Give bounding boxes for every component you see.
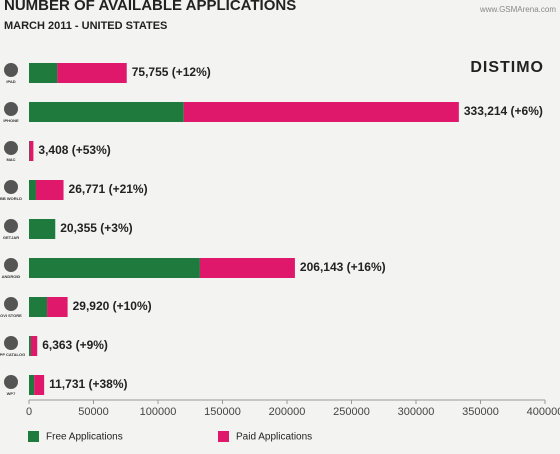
bar-segment	[29, 258, 200, 278]
category-label: WP7	[7, 391, 16, 396]
bar-segment	[199, 258, 295, 278]
x-tick-label: 300000	[398, 406, 435, 418]
bar-segment	[30, 336, 38, 356]
bar-segment	[29, 102, 184, 122]
bar-segment	[183, 102, 459, 122]
bar-segment	[29, 141, 30, 161]
bar-segment	[35, 180, 64, 200]
platform-icon	[4, 180, 18, 194]
category-label: GETJAR	[3, 235, 19, 240]
category-label: OVI STORE	[0, 313, 22, 318]
platform-icon	[4, 102, 18, 116]
bar-segment	[29, 297, 48, 317]
platform-icon	[4, 258, 18, 272]
category-label: ANDROID	[2, 274, 21, 279]
platform-icon	[4, 336, 18, 350]
bar-label: 333,214 (+6%)	[464, 104, 543, 118]
x-tick-label: 100000	[140, 406, 177, 418]
legend-swatch	[28, 431, 39, 442]
bar-segment	[29, 63, 58, 83]
bar-label: 6,363 (+9%)	[42, 338, 108, 352]
bar-segment	[29, 180, 36, 200]
bar-segment	[57, 63, 127, 83]
x-tick-label: 400000	[527, 406, 560, 418]
bar-segment	[29, 219, 56, 239]
category-label: BB WORLD	[0, 196, 22, 201]
x-tick-label: 200000	[269, 406, 306, 418]
category-label: MAC	[6, 157, 15, 162]
bar-label: 20,355 (+3%)	[60, 221, 132, 235]
bar-label: 75,755 (+12%)	[132, 65, 211, 79]
x-tick-label: 250000	[333, 406, 370, 418]
platform-icon	[4, 297, 18, 311]
legend-label: Paid Applications	[236, 432, 312, 443]
chart-subtitle: MARCH 2011 - UNITED STATES	[4, 20, 167, 32]
platform-icon	[4, 141, 18, 155]
category-label: IPAD	[6, 79, 15, 84]
bar-segment	[34, 375, 45, 395]
platform-icon	[4, 63, 18, 77]
category-label: APP CATALOG	[0, 352, 25, 357]
bar-segment	[47, 297, 68, 317]
watermark: www.GSMArena.com	[479, 5, 556, 14]
chart-title: NUMBER OF AVAILABLE APPLICATIONS	[4, 0, 296, 14]
x-tick-label: 350000	[462, 406, 499, 418]
bar-label: 29,920 (+10%)	[73, 299, 152, 313]
x-tick-label: 150000	[204, 406, 241, 418]
bar-segment	[29, 375, 35, 395]
brand: DISTIMO	[470, 59, 544, 76]
platform-icon	[4, 375, 18, 389]
bar-label: 206,143 (+16%)	[300, 260, 386, 274]
x-tick-label: 0	[26, 406, 32, 418]
x-tick-label: 50000	[78, 406, 109, 418]
legend-label: Free Applications	[46, 432, 123, 443]
bar-segment	[29, 141, 34, 161]
platform-icon	[4, 219, 18, 233]
bar-label: 26,771 (+21%)	[69, 182, 148, 196]
bar-segment	[29, 336, 31, 356]
legend-swatch	[218, 431, 229, 442]
bar-label: 11,731 (+38%)	[49, 377, 127, 391]
category-label: IPHONE	[3, 118, 19, 123]
bar-label: 3,408 (+53%)	[38, 143, 110, 157]
